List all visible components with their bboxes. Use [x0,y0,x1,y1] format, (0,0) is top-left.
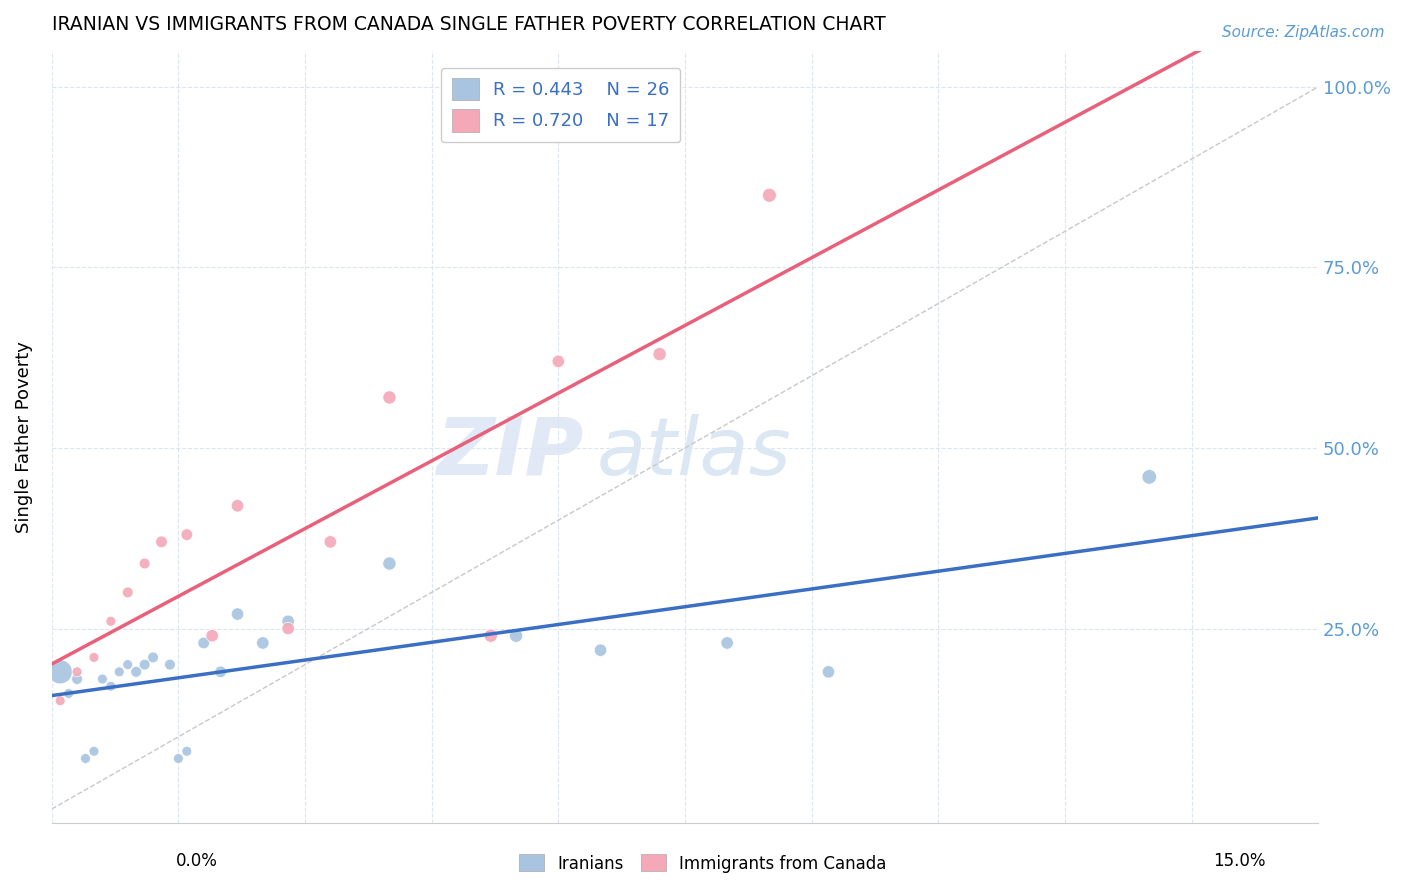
Point [277,622,299,636]
Point [758,188,780,202]
Text: ZIP: ZIP [436,414,583,491]
Point [159,657,181,672]
Text: atlas: atlas [596,414,792,491]
Point [83,650,105,665]
Point [226,607,249,621]
Point [277,615,299,629]
Point [66,665,89,679]
Point [66,672,89,686]
Point [176,527,198,541]
Point [505,629,527,643]
Y-axis label: Single Father Poverty: Single Father Poverty [15,342,32,533]
Point [134,557,156,571]
Point [378,391,401,405]
Text: 15.0%: 15.0% [1213,852,1265,870]
Point [479,629,502,643]
Point [117,585,139,599]
Point [716,636,738,650]
Legend: R = 0.443    N = 26, R = 0.720    N = 17: R = 0.443 N = 26, R = 0.720 N = 17 [440,68,681,143]
Point [648,347,671,361]
Point [100,615,122,629]
Point [589,643,612,657]
Point [125,665,148,679]
Point [1137,470,1160,484]
Point [49,694,72,708]
Point [100,679,122,693]
Point [176,744,198,758]
Point [108,665,131,679]
Point [58,686,80,700]
Point [83,744,105,758]
Legend: Iranians, Immigrants from Canada: Iranians, Immigrants from Canada [513,847,893,880]
Point [201,629,224,643]
Point [193,636,215,650]
Point [75,751,97,765]
Point [547,354,569,368]
Point [142,650,165,665]
Point [378,557,401,571]
Point [150,534,173,549]
Point [209,665,232,679]
Text: IRANIAN VS IMMIGRANTS FROM CANADA SINGLE FATHER POVERTY CORRELATION CHART: IRANIAN VS IMMIGRANTS FROM CANADA SINGLE… [52,15,886,34]
Point [134,657,156,672]
Point [319,534,342,549]
Text: Source: ZipAtlas.com: Source: ZipAtlas.com [1222,25,1385,40]
Point [817,665,839,679]
Point [167,751,190,765]
Point [91,672,114,686]
Point [49,665,72,679]
Point [117,657,139,672]
Point [252,636,274,650]
Point [226,499,249,513]
Text: 0.0%: 0.0% [176,852,218,870]
